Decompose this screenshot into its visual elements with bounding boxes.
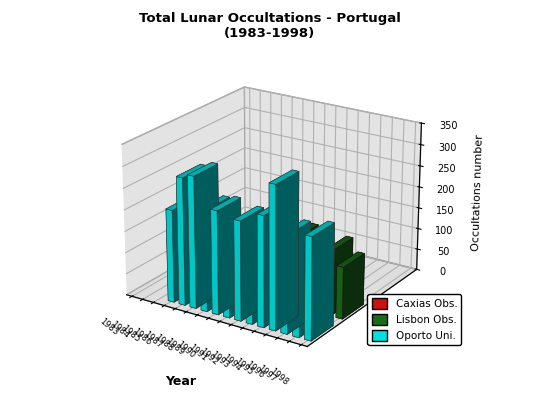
Legend: Caxias Obs., Lisbon Obs., Oporto Uni.: Caxias Obs., Lisbon Obs., Oporto Uni.: [367, 294, 461, 345]
X-axis label: Year: Year: [166, 375, 196, 388]
Title: Total Lunar Occultations - Portugal
(1983-1998): Total Lunar Occultations - Portugal (198…: [139, 12, 400, 40]
